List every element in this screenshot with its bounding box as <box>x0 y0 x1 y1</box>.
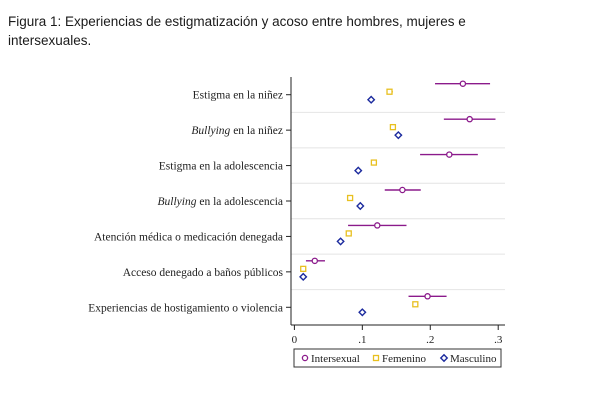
x-tick-label: 0 <box>292 334 298 346</box>
point-masculino <box>394 130 403 140</box>
legend: Intersexual Femenino Masculino <box>293 348 502 368</box>
category-label: Estigma en la adolescencia <box>159 161 283 173</box>
category-label: Acceso denegado a baños públicos <box>123 267 284 279</box>
point-masculino <box>354 166 363 175</box>
category-label: Atención médica o medicación denegada <box>94 231 283 243</box>
point-femenino <box>345 230 352 237</box>
point-femenino <box>370 159 378 166</box>
legend-label-femenino: Femenino <box>382 353 426 365</box>
legend-marker-masculino <box>439 353 449 363</box>
point-femenino <box>389 123 397 131</box>
point-intersexual <box>374 222 381 229</box>
x-tick-label: .3 <box>494 334 503 346</box>
x-tick-label: .1 <box>358 334 366 346</box>
point-femenino <box>300 265 307 273</box>
point-intersexual <box>311 257 319 265</box>
legend-label-masculino: Masculino <box>450 353 497 365</box>
point-masculino <box>358 308 367 317</box>
point-femenino <box>412 301 419 308</box>
point-femenino <box>386 88 393 95</box>
point-intersexual <box>399 186 406 194</box>
legend-marker-femenino <box>372 354 380 362</box>
point-masculino <box>299 272 308 282</box>
point-intersexual <box>446 151 453 158</box>
point-masculino <box>336 237 345 246</box>
category-label: Bullying en la niñez <box>191 125 283 137</box>
category-label: Bullying en la adolescencia <box>158 196 284 208</box>
figure-caption: Figura 1: Experiencias de estigmatizació… <box>8 14 466 48</box>
point-femenino <box>346 194 354 202</box>
legend-label-intersexual: Intersexual <box>311 353 360 365</box>
point-masculino <box>366 95 376 104</box>
plot-area: 0 .1 .2 .3 Estigma en la niñez Bullying en la… <box>88 77 505 346</box>
point-masculino <box>356 201 365 211</box>
legend-marker-intersexual <box>301 354 309 362</box>
x-tick-label: .2 <box>426 334 434 346</box>
category-label: Estigma en la niñez <box>193 90 283 102</box>
point-intersexual <box>459 80 467 87</box>
point-intersexual <box>424 293 431 300</box>
category-label: Experiencias de hostigamiento o violenci… <box>88 302 283 314</box>
point-intersexual <box>466 115 473 123</box>
legend-box <box>293 348 502 368</box>
